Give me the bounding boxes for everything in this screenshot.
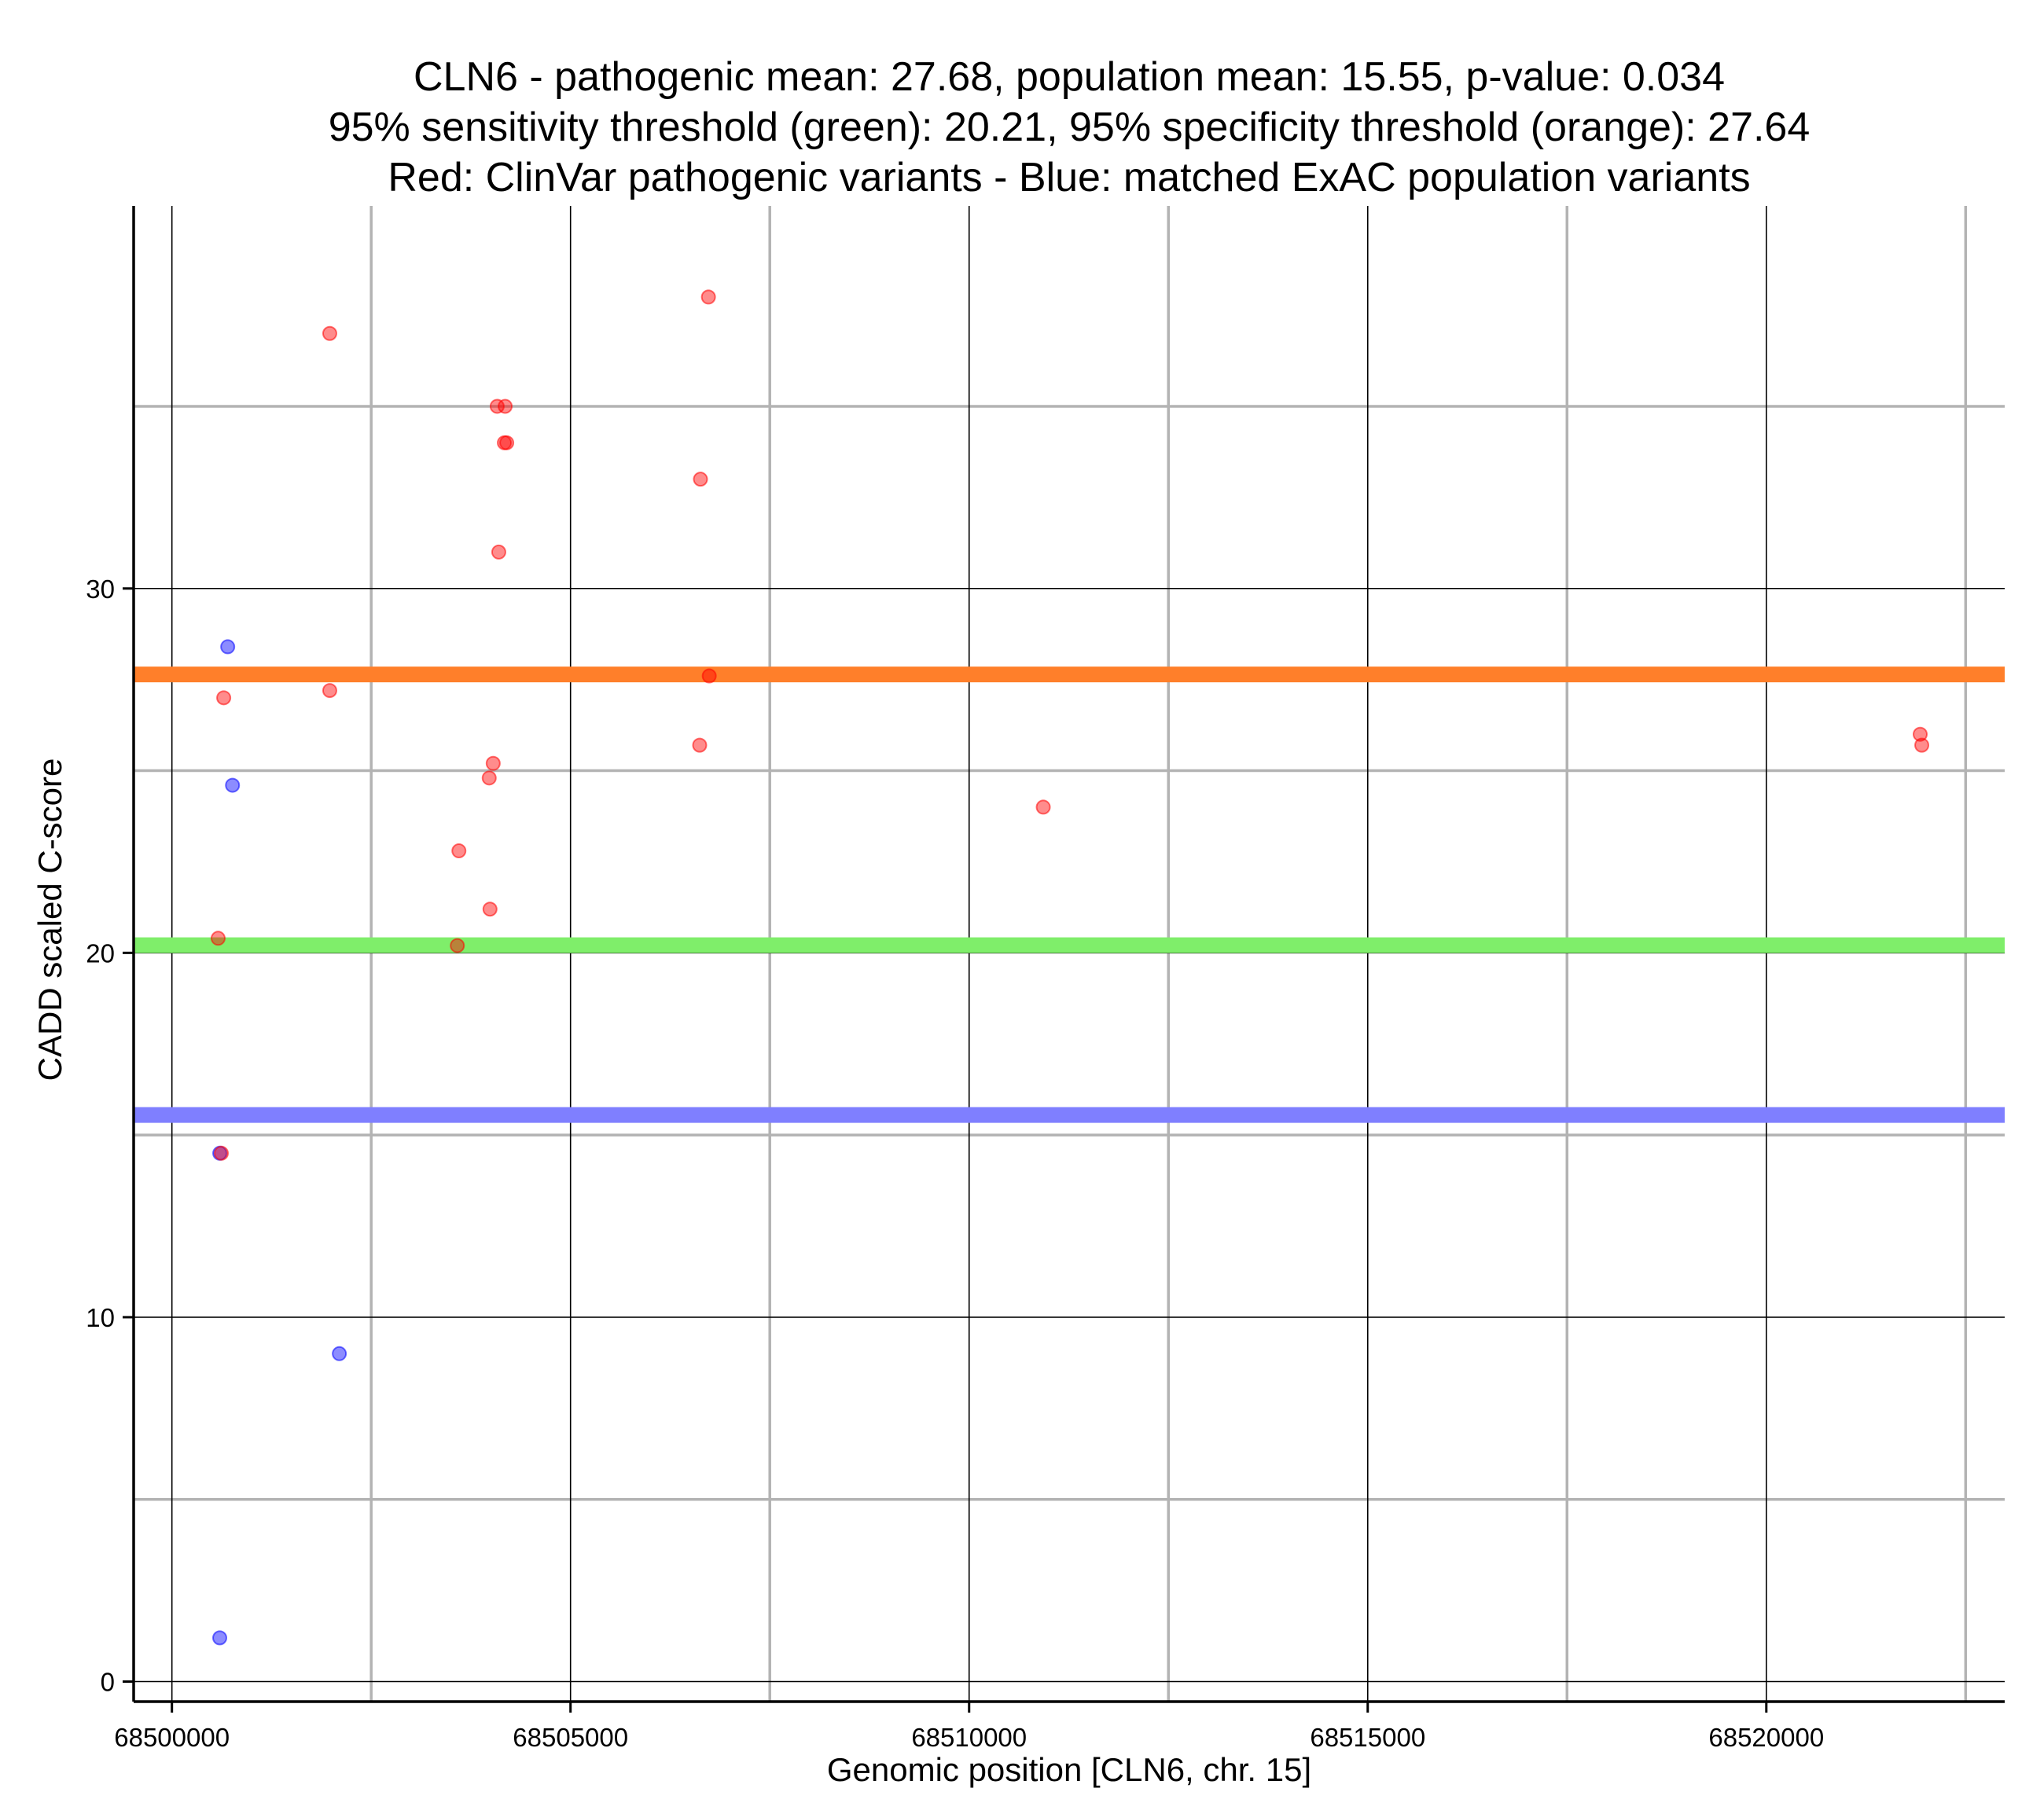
pathogenic-point <box>322 325 337 341</box>
pathogenic-point <box>482 901 498 917</box>
pathogenic-point <box>214 1145 230 1161</box>
pathogenic-point <box>692 737 708 753</box>
pathogenic-point <box>693 472 708 487</box>
pathogenic-point <box>701 668 717 684</box>
pathogenic-point <box>210 931 226 946</box>
chart-title-line-3: Red: ClinVar pathogenic variants - Blue:… <box>388 155 1751 200</box>
pathogenic-point <box>481 770 497 786</box>
chart-title-line-2: 95% sensitivity threshold (green): 20.21… <box>328 105 1811 150</box>
population-point <box>212 1630 228 1646</box>
x-tick-label: 68515000 <box>1310 1723 1425 1752</box>
y-tick-label: 10 <box>86 1303 115 1332</box>
pathogenic-point <box>1914 737 1930 753</box>
x-tick-label: 68520000 <box>1708 1723 1824 1752</box>
pathogenic-point <box>450 938 465 953</box>
pathogenic-point <box>499 435 515 450</box>
pathogenic-point <box>491 544 506 560</box>
pathogenic-point <box>451 843 467 859</box>
grid-lines <box>134 206 2005 1702</box>
y-tick-label: 20 <box>86 938 115 968</box>
pathogenic-point <box>485 755 501 771</box>
pathogenic-point <box>498 398 513 414</box>
chart-title-line-1: CLN6 - pathogenic mean: 27.68, populatio… <box>413 54 1726 100</box>
data-points <box>210 289 1930 1646</box>
x-tick-label: 68510000 <box>911 1723 1027 1752</box>
pathogenic-point <box>322 683 337 699</box>
pathogenic-point <box>700 289 716 305</box>
pathogenic-point <box>489 398 505 414</box>
pathogenic-point <box>216 690 232 706</box>
x-axis-label: Genomic position [CLN6, chr. 15] <box>826 1751 1312 1788</box>
population-point <box>220 639 236 655</box>
pathogenic-point <box>1913 726 1928 742</box>
y-tick-label: 30 <box>86 575 115 604</box>
y-axis-label: CADD scaled C-score <box>31 758 68 1081</box>
tick-labels: 68500000 68505000 68510000 68515000 68520000… <box>86 575 1824 1752</box>
threshold-lines <box>134 666 2005 1123</box>
y-tick-label: 0 <box>101 1668 115 1697</box>
pathogenic-point <box>1035 799 1051 815</box>
population-point <box>225 777 241 793</box>
population-point <box>332 1346 347 1361</box>
x-tick-label: 68500000 <box>114 1723 230 1752</box>
axes <box>123 206 2005 1713</box>
x-tick-label: 68505000 <box>513 1723 628 1752</box>
